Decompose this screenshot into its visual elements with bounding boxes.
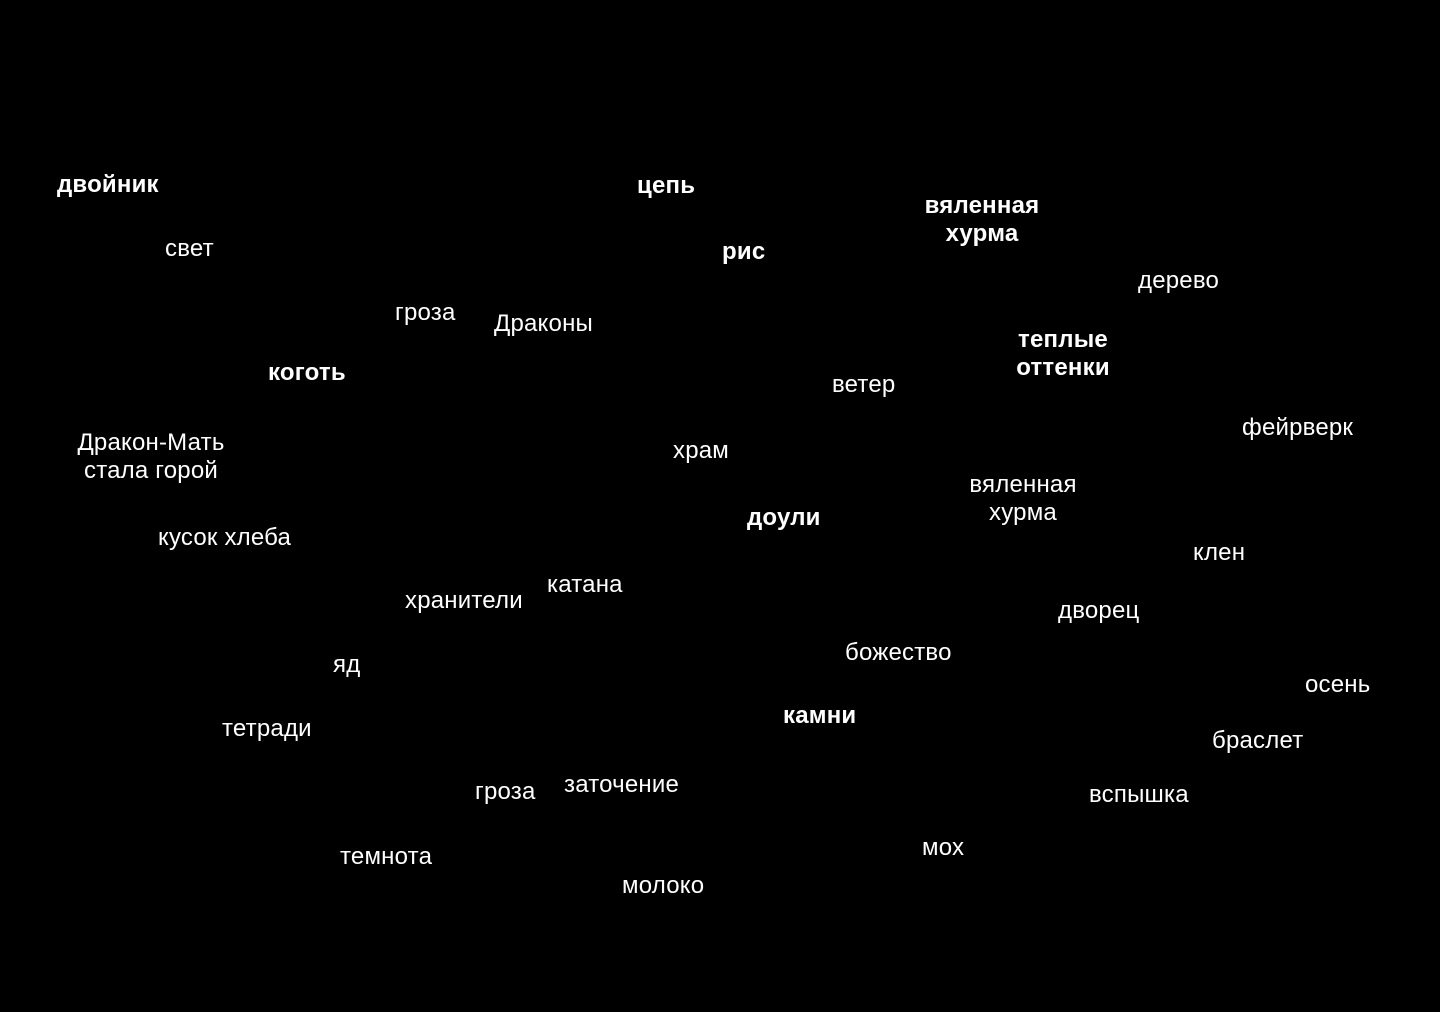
word-node[interactable]: фейрверк bbox=[1242, 414, 1354, 441]
word-node[interactable]: двойник bbox=[57, 171, 159, 198]
word-node[interactable]: божество bbox=[845, 639, 952, 666]
word-node[interactable]: свет bbox=[165, 235, 214, 262]
word-node[interactable]: мох bbox=[922, 834, 965, 861]
word-node[interactable]: коготь bbox=[268, 359, 346, 386]
word-node[interactable]: темнота bbox=[340, 843, 433, 870]
word-node[interactable]: браслет bbox=[1212, 727, 1304, 754]
word-node[interactable]: ветер bbox=[832, 371, 896, 398]
word-node[interactable]: кусок хлеба bbox=[158, 524, 292, 551]
word-node[interactable]: храм bbox=[673, 437, 729, 464]
word-node[interactable]: гроза bbox=[395, 299, 456, 326]
word-node[interactable]: молоко bbox=[622, 872, 705, 899]
word-node[interactable]: Драконы bbox=[494, 310, 593, 337]
word-node[interactable]: клен bbox=[1193, 539, 1246, 566]
word-node[interactable]: дворец bbox=[1058, 597, 1140, 624]
word-node[interactable]: яд bbox=[333, 651, 361, 678]
word-node[interactable]: осень bbox=[1305, 671, 1371, 698]
word-node[interactable]: доули bbox=[747, 504, 821, 531]
word-node[interactable]: рис bbox=[722, 238, 766, 265]
word-node[interactable]: теплые оттенки bbox=[1016, 326, 1110, 381]
word-node[interactable]: катана bbox=[547, 571, 623, 598]
word-node[interactable]: заточение bbox=[564, 771, 680, 798]
word-node[interactable]: вяленная хурма bbox=[969, 471, 1077, 526]
word-node[interactable]: вспышка bbox=[1089, 781, 1189, 808]
word-node[interactable]: вяленная хурма bbox=[924, 192, 1040, 247]
word-node[interactable]: тетради bbox=[222, 715, 312, 742]
word-node[interactable]: Дракон-Мать стала горой bbox=[77, 429, 225, 484]
word-node[interactable]: гроза bbox=[475, 778, 536, 805]
word-node[interactable]: дерево bbox=[1138, 267, 1220, 294]
word-node[interactable]: камни bbox=[783, 702, 857, 729]
word-node[interactable]: хранители bbox=[405, 587, 523, 614]
word-node[interactable]: цепь bbox=[637, 172, 696, 199]
